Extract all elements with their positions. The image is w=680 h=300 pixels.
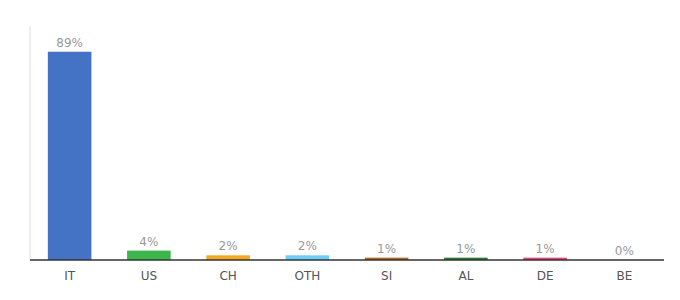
x-tick-label: BE	[616, 269, 632, 283]
x-tick-label: SI	[381, 269, 392, 283]
data-label: 0%	[615, 244, 634, 258]
data-label: 2%	[298, 239, 317, 253]
x-tick-label: US	[141, 269, 157, 283]
chart-svg: 89% 4% 2% 2% 1% 1% 1% 0% IT US CH OTH SI AL DE BE	[0, 0, 680, 300]
data-label: 89%	[56, 36, 83, 50]
x-axis-line	[30, 259, 664, 261]
x-tick-label: CH	[219, 269, 236, 283]
x-tick-label: OTH	[294, 269, 320, 283]
bars	[48, 52, 567, 260]
y-axis-line	[30, 26, 31, 260]
x-tick-label: AL	[458, 269, 473, 283]
x-tick-label: IT	[64, 269, 76, 283]
bar	[48, 52, 92, 260]
labels: 89% 4% 2% 2% 1% 1% 1% 0%	[56, 36, 634, 258]
data-label: 1%	[456, 242, 475, 256]
bar	[127, 251, 171, 260]
data-label: 2%	[219, 239, 238, 253]
chart-container: 89% 4% 2% 2% 1% 1% 1% 0% IT US CH OTH SI AL DE BE	[0, 0, 680, 300]
data-label: 1%	[377, 242, 396, 256]
data-label: 4%	[139, 235, 158, 249]
data-label: 1%	[536, 242, 555, 256]
x-tick-label: DE	[537, 269, 554, 283]
